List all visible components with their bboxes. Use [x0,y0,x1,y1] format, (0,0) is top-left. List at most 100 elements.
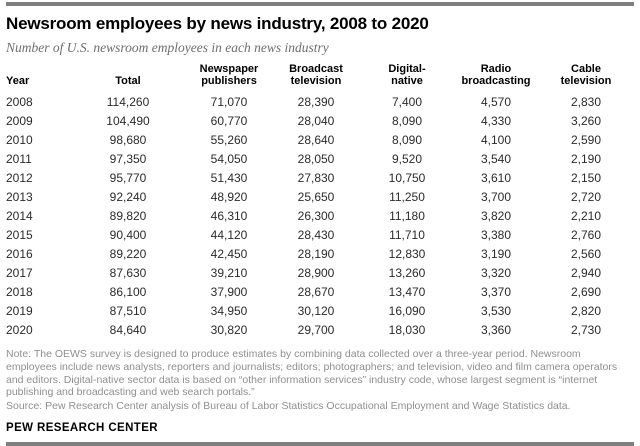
value-cell-broadcast: 28,640 [297,132,335,147]
value-cell-digital: 13,470 [388,284,426,299]
value-cell-newspaper: 60,770 [210,113,248,128]
value-cell-newspaper: 37,900 [210,284,248,299]
column-header-digital: Digital- native [388,62,426,88]
value-cell-broadcast: 28,040 [297,113,335,128]
value-cell-radio: 4,330 [480,113,512,128]
value-cell-newspaper: 44,120 [210,227,248,242]
source-text: Source: Pew Research Center analysis of … [6,400,571,413]
value-cell-broadcast: 28,190 [297,246,335,261]
value-cell-radio: 3,540 [480,151,512,166]
value-cell-cable: 3,260 [570,113,602,128]
value-cell-digital: 11,250 [389,189,425,204]
value-cell-cable: 2,690 [570,284,602,299]
column-header-cable: Cable television [560,62,612,88]
value-cell-newspaper: 54,050 [210,151,248,166]
table-row: 2008 114,260 71,070 28,390 7,400 4,570 2,830 [6,92,634,111]
page-subtitle: Number of U.S. newsroom employees in eac… [6,39,329,55]
value-cell-radio: 4,100 [480,132,512,147]
value-cell-total: 104,490 [106,113,150,128]
value-cell-cable: 2,820 [570,303,602,318]
value-cell-broadcast: 28,900 [297,265,335,280]
value-cell-cable: 2,730 [570,322,602,337]
value-cell-broadcast: 30,120 [297,303,335,318]
year-cell: 2011 [6,151,32,166]
value-cell-digital: 9,520 [391,151,423,166]
value-cell-radio: 3,610 [480,170,512,185]
value-cell-broadcast: 28,670 [297,284,335,299]
value-cell-digital: 7,400 [391,94,423,109]
bottom-divider-bar [6,442,634,446]
value-cell-cable: 2,190 [570,151,602,166]
table-row: 2009 104,490 60,770 28,040 8,090 4,330 3,260 [6,111,634,130]
table-row: 2012 95,770 51,430 27,830 10,750 3,610 2,150 [6,168,634,187]
value-cell-newspaper: 55,260 [210,132,248,147]
value-cell-broadcast: 26,300 [297,208,335,223]
value-cell-broadcast: 27,830 [297,170,335,185]
value-cell-total: 114,260 [106,94,150,109]
value-cell-total: 97,350 [109,151,147,166]
note-text: Note: The OEWS survey is designed to pro… [6,348,618,399]
value-cell-cable: 2,760 [570,227,602,242]
value-cell-radio: 3,360 [480,322,512,337]
table-row: 2019 87,510 34,950 30,120 16,090 3,530 2,820 [6,301,634,320]
value-cell-cable: 2,830 [570,94,602,109]
value-cell-cable: 2,940 [570,265,602,280]
value-cell-digital: 16,090 [388,303,426,318]
value-cell-broadcast: 29,700 [297,322,335,337]
table-header-row: Year Total Newspaper publishers Broadcast t… [6,63,634,93]
value-cell-total: 87,510 [109,303,147,318]
value-cell-newspaper: 48,920 [210,189,248,204]
value-cell-newspaper: 51,430 [210,170,248,185]
value-cell-digital: 10,750 [388,170,426,185]
brand-footer: PEW RESEARCH CENTER [6,422,159,435]
value-cell-newspaper: 34,950 [210,303,248,318]
table-row: 2015 90,400 44,120 28,430 11,710 3,380 2,760 [6,225,634,244]
top-divider-bar [6,2,634,6]
table-row: 2018 86,100 37,900 28,670 13,470 3,370 2,690 [6,282,634,301]
column-header-total: Total [115,75,141,88]
year-cell: 2018 [6,284,33,299]
value-cell-radio: 3,530 [480,303,512,318]
value-cell-digital: 8,090 [391,132,423,147]
value-cell-broadcast: 25,650 [297,189,335,204]
table-row: 2011 97,350 54,050 28,050 9,520 3,540 2,190 [6,149,634,168]
table-row: 2014 89,820 46,310 26,300 11,180 3,820 2,210 [6,206,634,225]
year-cell: 2015 [6,227,33,242]
column-header-newspaper: Newspaper publishers [199,62,259,88]
value-cell-radio: 3,320 [480,265,512,280]
year-cell: 2012 [6,170,33,185]
value-cell-broadcast: 28,050 [297,151,335,166]
year-cell: 2019 [6,303,33,318]
column-header-year: Year [6,75,30,88]
newsroom-employees-table: Year Total Newspaper publishers Broadcast t… [6,63,634,340]
column-header-broadcast: Broadcast television [289,62,343,88]
value-cell-total: 87,630 [109,265,147,280]
value-cell-cable: 2,210 [570,208,602,223]
value-cell-radio: 3,380 [480,227,512,242]
value-cell-radio: 3,700 [480,189,512,204]
table-row: 2016 89,220 42,450 28,190 12,830 3,190 2,560 [6,244,634,263]
table-row: 2010 98,680 55,260 28,640 8,090 4,100 2,590 [6,130,634,149]
value-cell-newspaper: 39,210 [210,265,248,280]
value-cell-broadcast: 28,390 [297,94,335,109]
year-cell: 2008 [6,94,33,109]
year-cell: 2017 [6,265,33,280]
value-cell-cable: 2,720 [570,189,602,204]
value-cell-total: 84,640 [109,322,147,337]
value-cell-total: 89,220 [109,246,147,261]
year-cell: 2020 [6,322,33,337]
table-row: 2013 92,240 48,920 25,650 11,250 3,700 2,720 [6,187,634,206]
value-cell-digital: 12,830 [388,246,426,261]
value-cell-total: 89,820 [109,208,147,223]
value-cell-cable: 2,590 [570,132,602,147]
year-cell: 2013 [6,189,33,204]
value-cell-radio: 4,570 [480,94,512,109]
value-cell-radio: 3,190 [480,246,512,261]
value-cell-cable: 2,560 [570,246,602,261]
value-cell-digital: 18,030 [388,322,426,337]
year-cell: 2014 [6,208,33,223]
value-cell-newspaper: 71,070 [210,94,248,109]
column-header-radio: Radio broadcasting [461,62,531,88]
value-cell-digital: 11,180 [389,208,425,223]
